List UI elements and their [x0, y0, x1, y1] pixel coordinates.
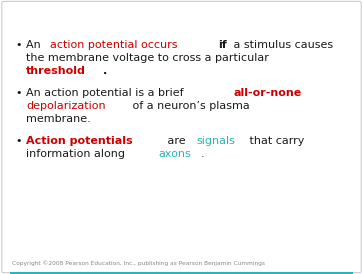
Text: all-or-none: all-or-none [234, 88, 302, 98]
Text: that carry: that carry [246, 136, 305, 146]
Text: Action potentials: Action potentials [26, 136, 132, 146]
Text: a stimulus causes: a stimulus causes [230, 40, 333, 50]
Text: if: if [219, 40, 227, 50]
Text: action potential occurs: action potential occurs [49, 40, 180, 50]
Text: •: • [15, 136, 21, 146]
Text: signals: signals [196, 136, 235, 146]
Text: of a neuron’s plasma: of a neuron’s plasma [129, 101, 249, 111]
Text: the membrane voltage to cross a particular: the membrane voltage to cross a particul… [26, 53, 269, 63]
Text: .: . [103, 66, 107, 76]
Text: Copyright ©2008 Pearson Education, Inc., publishing as Pearson Benjamin Cummings: Copyright ©2008 Pearson Education, Inc.,… [12, 260, 265, 266]
Text: •: • [15, 88, 21, 98]
Text: .: . [200, 149, 204, 159]
Text: An action potential is a brief: An action potential is a brief [26, 88, 187, 98]
Text: threshold: threshold [26, 66, 86, 76]
Text: information along: information along [26, 149, 129, 159]
Text: are: are [164, 136, 189, 146]
Text: axons: axons [158, 149, 191, 159]
Text: •: • [15, 40, 21, 50]
Text: An: An [26, 40, 44, 50]
Text: depolarization: depolarization [26, 101, 106, 111]
Text: membrane.: membrane. [26, 114, 91, 124]
